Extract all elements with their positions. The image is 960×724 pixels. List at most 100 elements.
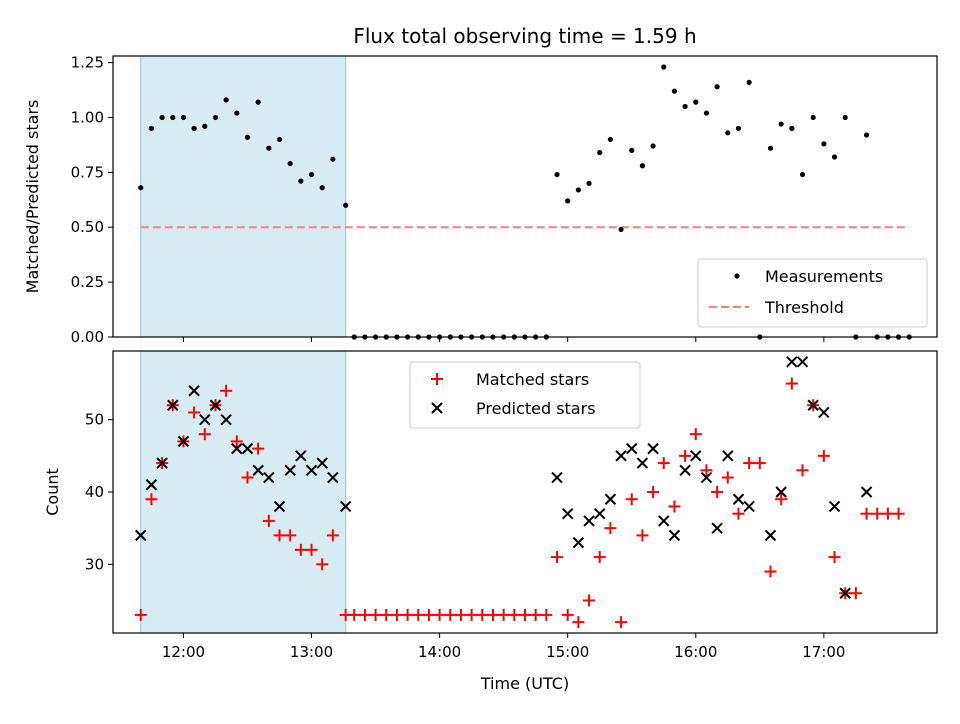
measurement-point-66	[842, 114, 848, 121]
matched-point-14	[284, 529, 297, 542]
measurement-point-46	[629, 147, 635, 153]
predicted-point-13	[273, 500, 286, 513]
matched-point-21	[358, 608, 371, 621]
measurement-point-13	[276, 136, 283, 143]
predicted-point-26	[615, 450, 627, 462]
matched-point-24	[390, 608, 403, 621]
matched-point-25	[401, 608, 414, 621]
x-tick-label-4: 16:00	[674, 643, 717, 661]
matched-point-6	[198, 428, 211, 441]
x-tick-label-3: 15:00	[546, 643, 589, 661]
bottom-y-axis-label: Count	[43, 468, 62, 516]
legend-matched-label: Matched stars	[476, 370, 589, 389]
matched-point-0	[134, 608, 147, 621]
legend-predicted-label: Predicted stars	[476, 399, 596, 418]
predicted-point-3	[167, 399, 179, 411]
measurement-point-55	[725, 130, 731, 136]
matched-point-64	[817, 449, 830, 462]
predicted-point-42	[796, 356, 809, 368]
top-y-tick-label-1: 0.25	[71, 273, 104, 291]
x-axis-label: Time (UTC)	[480, 674, 569, 693]
matched-point-11	[252, 442, 265, 455]
matched-point-47	[636, 529, 649, 542]
predicted-point-16	[305, 464, 318, 477]
matched-point-55	[721, 471, 734, 484]
measurement-point-3	[170, 114, 176, 121]
matched-point-49	[657, 457, 670, 470]
top-panel: 0.00 0.25 0.50 0.75 1.00 1.25 Matched/Predict…	[23, 54, 938, 346]
predicted-point-39	[764, 529, 777, 542]
bottom-y-ticks: 30 40 50	[85, 411, 113, 573]
predicted-point-4	[177, 435, 190, 448]
legend-predicted-marker	[431, 402, 443, 414]
predicted-point-19	[339, 500, 352, 513]
predicted-point-22	[572, 536, 585, 549]
bottom-legend: Matched stars Predicted stars	[409, 361, 641, 429]
bottom-y-tick-label-1: 40	[85, 483, 104, 501]
predicted-point-29	[647, 442, 659, 455]
matched-point-69	[871, 507, 884, 520]
matched-point-38	[540, 608, 553, 621]
matched-point-18	[326, 529, 339, 542]
matched-point-43	[593, 551, 606, 564]
legend-measurements-marker	[734, 273, 740, 279]
matched-point-9	[230, 435, 243, 448]
matched-point-56	[732, 507, 745, 520]
predicted-point-40	[775, 486, 787, 498]
predicted-point-43	[807, 399, 819, 411]
measurement-point-53	[703, 110, 710, 116]
measurement-point-51	[682, 103, 688, 110]
predicted-point-17	[316, 457, 328, 469]
measurement-point-41	[575, 187, 581, 193]
predicted-point-38	[743, 500, 755, 513]
matched-point-29	[444, 608, 457, 621]
top-y-tick-label-5: 1.25	[71, 54, 104, 72]
measurement-point-5	[191, 125, 197, 132]
matched-point-28	[433, 608, 446, 621]
predicted-point-1	[145, 479, 158, 491]
measurement-point-48	[650, 143, 656, 149]
predicted-point-27	[626, 442, 638, 455]
matched-point-60	[775, 493, 788, 506]
measurement-point-43	[597, 149, 603, 156]
top-y-tick-label-2: 0.50	[71, 218, 104, 236]
matched-point-61	[785, 377, 798, 390]
predicted-point-23	[583, 515, 595, 527]
matched-point-48	[647, 486, 660, 498]
top-legend-box	[697, 258, 928, 328]
measurement-point-11	[255, 99, 261, 105]
predicted-point-15	[295, 450, 307, 462]
matched-point-65	[828, 551, 841, 564]
measurement-point-57	[746, 79, 752, 85]
measurement-point-18	[330, 156, 336, 162]
predicted-stars-points	[135, 356, 873, 599]
measurement-point-47	[639, 163, 646, 169]
predicted-point-9	[231, 442, 243, 455]
predicted-point-47	[860, 486, 873, 498]
matched-point-52	[689, 428, 702, 441]
matched-point-37	[529, 608, 542, 621]
chart-title: Flux total observing time = 1.59 h	[353, 24, 696, 48]
predicted-point-5	[188, 385, 200, 397]
matched-point-45	[615, 616, 628, 629]
x-tick-label-5: 17:00	[802, 643, 845, 661]
matched-point-27	[422, 608, 435, 621]
bottom-y-tick-label-2: 50	[85, 411, 104, 429]
predicted-point-28	[636, 457, 649, 469]
measurement-point-62	[799, 171, 806, 178]
bottom-shaded-region	[140, 350, 347, 634]
matched-point-15	[294, 543, 307, 556]
measurement-point-65	[831, 154, 838, 160]
measurement-point-64	[821, 141, 827, 147]
measurement-point-0	[138, 185, 144, 191]
measurement-point-1	[148, 125, 155, 132]
measurement-point-10	[244, 134, 251, 140]
legend-measurements-label: Measurements	[765, 267, 883, 286]
predicted-point-21	[561, 507, 574, 520]
bottom-y-tick-label-0: 30	[85, 555, 104, 573]
predicted-point-36	[722, 450, 734, 462]
bottom-x-ticks: 12:00 13:00 14:00 15:00 16:00 17:00	[162, 633, 845, 661]
measurement-point-44	[607, 136, 613, 143]
predicted-point-32	[679, 464, 691, 477]
matched-point-36	[519, 608, 531, 621]
